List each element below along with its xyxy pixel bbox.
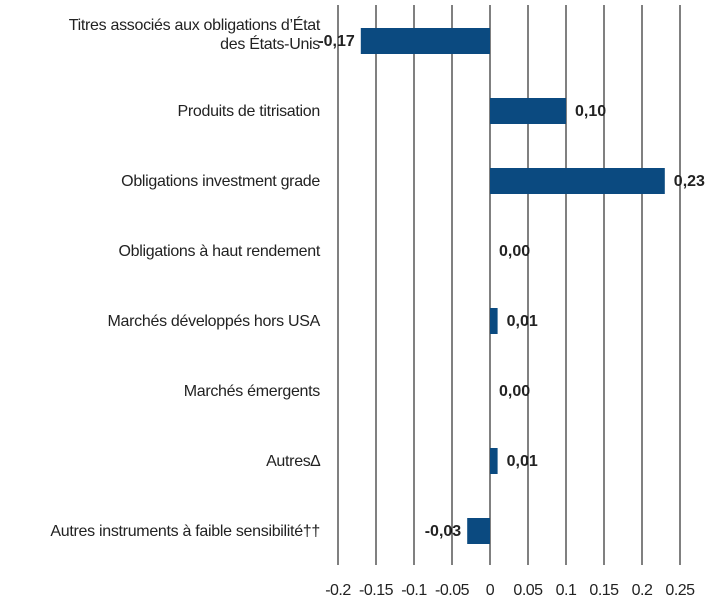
category-label: Marchés développés hors USA: [107, 312, 321, 330]
x-tick-label: 0.15: [589, 582, 619, 599]
bar: [490, 308, 498, 334]
category-label: Marchés émergents: [183, 382, 321, 400]
bar: [490, 168, 665, 194]
x-tick-label: -0.05: [435, 582, 470, 599]
bar: [490, 448, 498, 474]
x-tick-label: -0.2: [325, 582, 351, 599]
value-label: -0,03: [425, 523, 462, 540]
value-label: 0,23: [674, 173, 705, 190]
bar: [467, 518, 490, 544]
x-tick-label: -0.1: [401, 582, 427, 599]
value-label: 0,01: [507, 453, 538, 470]
category-label: Autres instruments à faible sensibilité†…: [50, 522, 320, 540]
value-label: 0,00: [499, 243, 530, 260]
value-label: 0,10: [575, 103, 606, 120]
value-label: 0,00: [499, 383, 530, 400]
x-tick-label: 0: [486, 582, 495, 599]
bar: [360, 28, 490, 54]
category-label: Obligations à haut rendement: [118, 242, 320, 260]
x-tick-label: 0.2: [632, 582, 653, 599]
x-tick-label: 0.05: [513, 582, 543, 599]
value-label: -0,17: [318, 33, 355, 50]
category-label: Autres∆: [266, 452, 320, 470]
value-label: 0,01: [507, 313, 538, 330]
bar: [490, 98, 566, 124]
x-tick-label: -0.15: [359, 582, 394, 599]
x-tick-label: 0.25: [665, 582, 695, 599]
category-label: Obligations investment grade: [121, 172, 320, 190]
category-label: Titres associés aux obligations d’État d…: [68, 17, 321, 53]
x-tick-label: 0.1: [556, 582, 577, 599]
category-label: Produits de titrisation: [177, 102, 320, 120]
